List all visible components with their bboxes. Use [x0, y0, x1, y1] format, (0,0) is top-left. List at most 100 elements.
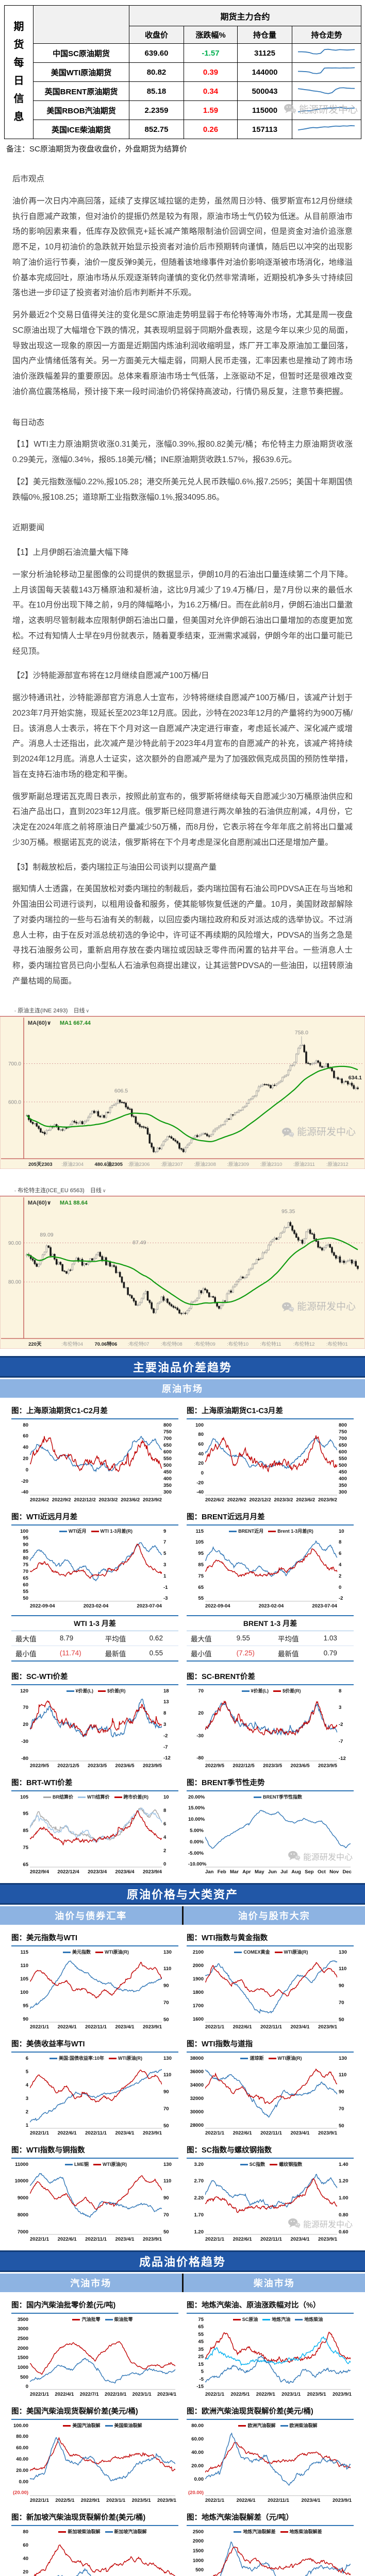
section-heading: 后市观点: [12, 175, 45, 183]
text-sections: 后市观点油价再一次日内冲高回落，延续了支撑区域拉锯的走势，虽然周日沙特、俄罗斯宣…: [0, 154, 365, 989]
x-tick: Dec: [342, 1869, 352, 1875]
y-tick: 10: [163, 1794, 169, 1800]
y-tick: 500: [339, 1463, 347, 1469]
y-tick: 50: [339, 2016, 344, 2023]
y-axis-right: [351, 2317, 354, 2390]
chart-title: 图：WTI指数与铜指数: [11, 2143, 178, 2159]
chart-row: 图：WTI近远月月差 100 95 90 85 80 75 70 65 60 55 50 WTI近月 WT…: [0, 1504, 365, 1610]
table-note: 备注：SC原油期货为夜盘收盘价，外盘期货为结算价: [6, 145, 187, 154]
y-tick: 2000: [192, 1962, 204, 1969]
y-tick: -10.00%: [188, 1861, 207, 1868]
line-chart: 图：BRENT季节性走势 20.00% 15.00% 10.00% 5.00% 0.00%…: [187, 1776, 354, 1875]
line-chart: 图：WTI指数与铜指数 11000 10000 9000 8000 7000 LME铜 WTI…: [11, 2143, 178, 2242]
body-paragraph: 油价再一次日内冲高回落，延续了支撑区域拉锯的走势，虽然周日沙特、俄罗斯宣布12月…: [12, 196, 353, 298]
x-tick: 2022/12/5: [233, 1762, 255, 1769]
change-percent: 0.39: [184, 62, 238, 82]
plot-area: 欧洲汽油裂解 欧洲柴油裂解: [205, 2423, 351, 2496]
x-axis: 2022/9/5 2022/12/5 2023/3/5 2023/6/5 2023/9/…: [30, 1761, 162, 1769]
x-tick: 2022/1/1: [205, 2024, 224, 2030]
y-tick: 1.70: [194, 2212, 204, 2218]
x-tick: 2022/9/2: [227, 1497, 246, 1503]
y-axis-right: 130 110 90 70 50: [162, 2162, 178, 2235]
futures-table-section: 期货每日信息 期货主力合约 收盘价 涨跌幅% 持仓量 持仓走势 中国SC原油期货…: [0, 0, 365, 139]
x-tick: 2023/9/2: [318, 1497, 337, 1503]
plot-area: LME铜 WTI原油(R): [30, 2162, 162, 2235]
chart-row: 图：WTI指数与铜指数 11000 10000 9000 8000 7000 LME铜 WTI…: [0, 2137, 365, 2243]
x-tick: 2023/9/1: [333, 2497, 352, 2503]
x-tick: 2023/9/1: [318, 2024, 337, 2030]
x-axis: 2022/6/2 2022/9/2 2022/12/2 2023/3/2 2023/6/…: [205, 1496, 337, 1503]
chart-title: 图：BRENT季节性走势: [187, 1776, 354, 1791]
y-tick: 650: [163, 1442, 172, 1448]
y-tick: 70: [163, 1999, 169, 2006]
y-tick: 0: [339, 1584, 342, 1590]
legend-item: 地炼汽油裂解差: [234, 2528, 276, 2535]
y-tick: 10: [339, 1528, 344, 1534]
x-axis: 2022/1/1 2022/6/1 2022/11/1 2023/4/1 2023/9/…: [205, 2023, 337, 2030]
news-paragraph: 一家分析油轮移动卫星图像的公司提供的数据显示，伊朗10月的石油出口量连续第二个月…: [12, 570, 353, 656]
y-tick: -2: [339, 1722, 343, 1727]
svg-text::布伦特12: :布伦特12: [293, 1341, 315, 1347]
period-select[interactable]: 日线 ∨: [73, 1007, 90, 1014]
x-tick: 2022/12/4: [57, 1869, 79, 1875]
close-price: 80.82: [129, 62, 184, 82]
stats-label: 平均值: [105, 1635, 126, 1643]
x-axis: 2022/1/1 2022/6/1 2022/11/1 2023/4/1 2023/9/…: [205, 2235, 337, 2242]
legend-item: ¥价差(L): [66, 1687, 93, 1694]
y-tick: 3: [163, 1721, 167, 1727]
x-tick: 2022/1/1: [205, 2236, 224, 2242]
y-tick: 1.20: [194, 2229, 204, 2235]
y-tick: -20: [21, 1478, 28, 1484]
y-tick: 2.70: [194, 2178, 204, 2184]
line-chart-svg: [30, 2529, 175, 2576]
body-paragraph: 另外最近2个交易日值得关注的变化是SC原油走势明显弱于布伦特等海外市场，尤其是周…: [12, 311, 353, 396]
y-tick: 700: [339, 1435, 347, 1442]
plot-area: 道琼斯 WTI原油(R): [205, 2056, 337, 2129]
section-banner: 原油价格与大类资产: [0, 1883, 365, 1905]
kline-svg: 90.00 80.00 MA(60)∨ MA1 88.64 89.09 87.49 95.3…: [0, 1196, 365, 1349]
legend-item: WTI原油(R): [274, 1948, 308, 1955]
plot-area: BR结算价 WTI结算价 跨市价差(R): [30, 1794, 162, 1868]
chevron-down-icon: ∨: [86, 1008, 90, 1013]
y-axis-left: 80.00 60.00 40.00 20.00 0.00 (20.00): [187, 2423, 205, 2496]
x-axis: 2022-09-04 2023-02-04 2023-07-04: [205, 1602, 337, 1609]
x-tick: 2023/3/2: [98, 1497, 118, 1503]
chart-title: 图：SC-BRENT价差: [187, 1670, 354, 1685]
y-tick: 800: [339, 1422, 347, 1428]
legend-item: 地炼柴油: [295, 2316, 323, 2323]
y-tick: 45: [198, 2339, 204, 2345]
y-axis-left: 11000 10000 9000 8000 7000: [11, 2162, 30, 2235]
subsection-banner: 油价与债券汇率: [0, 1906, 182, 1925]
y-tick: 700: [163, 1435, 172, 1442]
x-axis: 2022/1/1 2022/6/1 2022/11/1 2023/4/1 2023/9/…: [205, 2496, 352, 2503]
stats-row-line: 最小值 (11.74) 最新值 0.55: [11, 1645, 178, 1660]
daily-item: 【2】美元指数涨幅0.22%,报105.28；港交所美元兑人民币跌幅0.6%,报…: [12, 477, 353, 502]
legend-item: 道琼斯: [240, 2055, 264, 2061]
chart-legend: LME铜 WTI原油(R): [30, 2161, 162, 2167]
x-tick: 2022/6/1: [233, 2236, 252, 2242]
chart-title: 图：美债收益率与WTI: [11, 2037, 178, 2053]
chart-title: 图：地炼汽柴油裂解差（元/吨）: [187, 2511, 354, 2526]
svg-text::原油2309: :原油2309: [227, 1161, 249, 1167]
y-tick: 110: [163, 1966, 172, 1972]
svg-text::原油2308: :原油2308: [194, 1161, 216, 1167]
sparkline-svg: [297, 125, 355, 130]
sparkline-svg: [297, 48, 355, 55]
period-select[interactable]: 日线 ∨: [90, 1187, 106, 1194]
x-tick: 2022/5/1: [55, 2497, 75, 2503]
y-tick: 8: [163, 1807, 167, 1814]
kline-header: ▫ 布伦特主连(ICE_EU 6563) 日线 ∨: [0, 1184, 365, 1196]
y-tick: 2.20: [194, 2195, 204, 2201]
x-tick: 2023/3/5: [88, 1762, 107, 1769]
y-tick: 34000: [190, 2082, 204, 2088]
line-chart-svg: [205, 1422, 337, 1495]
y-tick: 130: [163, 2161, 172, 2167]
stats-value: 0.79: [319, 1645, 354, 1660]
x-tick: 2023/9/2: [142, 1497, 162, 1503]
y-tick: 350: [163, 1483, 172, 1489]
y-tick: -40: [21, 1489, 28, 1496]
y-tick: 20: [23, 1455, 28, 1462]
x-tick: 2023/9/5: [318, 1762, 337, 1769]
y-tick: 500: [163, 1463, 172, 1469]
